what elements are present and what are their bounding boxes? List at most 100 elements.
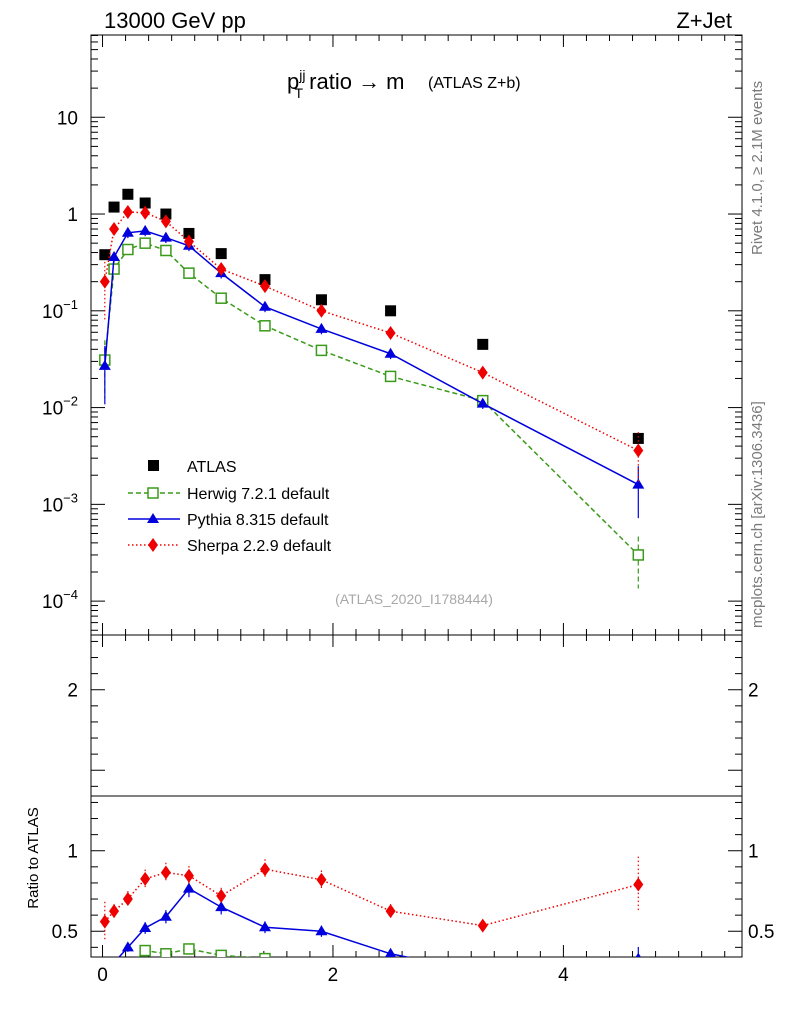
data-point-atlas <box>315 294 327 306</box>
ratio-point-herwig <box>215 949 227 957</box>
title-main: p <box>287 69 299 94</box>
ratio-point-sherpa <box>633 877 644 892</box>
series-line-herwig <box>104 242 639 556</box>
ratio-point-sherpa <box>109 904 120 919</box>
legend-marker-herwig <box>147 487 159 499</box>
legend-entry-herwig: Herwig 7.2.1 default <box>128 486 330 503</box>
title-sub: T <box>294 85 303 101</box>
ratio-point-sherpa <box>385 904 396 919</box>
data-point-sherpa <box>633 443 644 458</box>
series-line-pythia <box>104 230 639 486</box>
data-point-pythia <box>476 397 489 408</box>
ratio-point-herwig <box>123 963 133 973</box>
legend-entry-atlas: ATLAS <box>148 459 237 476</box>
legend-label-pythia: Pythia 8.315 default <box>187 512 329 529</box>
ratio-point-sherpa <box>183 868 194 883</box>
ratio-point-herwig <box>386 973 396 983</box>
data-point-sherpa <box>316 303 327 318</box>
ratio-y-axis-label: Ratio to ATLAS <box>25 807 42 908</box>
ratio-point-pythia <box>215 901 228 912</box>
ratio-y-tick-label-left: 2 <box>67 681 78 702</box>
ratio-panel-marks <box>99 856 644 1007</box>
data-point-sherpa <box>216 262 227 277</box>
data-point-sherpa <box>477 365 488 380</box>
ratio-point-herwig <box>633 997 643 1007</box>
ratio-point-pythia <box>159 910 172 921</box>
data-point-sherpa <box>160 214 171 229</box>
energy-label: 13000 GeV pp <box>104 8 246 33</box>
ratio-point-pythia <box>258 921 271 932</box>
data-point-sherpa <box>140 205 151 220</box>
ratio-point-herwig <box>109 970 119 980</box>
ratio-point-herwig <box>139 944 151 957</box>
main-y-tick-label: 10 <box>57 108 78 129</box>
data-point-atlas <box>139 197 151 209</box>
mcplots-label: mcplots.cern.ch [arXiv:1306.3436] <box>749 401 766 628</box>
data-point-atlas <box>477 338 489 350</box>
data-point-sherpa <box>259 279 270 294</box>
ratio-line-sherpa <box>104 868 639 927</box>
ratio-point-sherpa <box>316 872 327 887</box>
data-point-pythia <box>98 359 111 370</box>
ratio-point-pythia <box>385 947 397 957</box>
data-point-sherpa <box>122 204 133 219</box>
data-point-atlas <box>108 201 120 213</box>
ratio-point-pythia <box>139 922 152 933</box>
ratio-point-pythia <box>182 882 195 893</box>
main-y-tick-label: 1 <box>67 205 78 226</box>
data-point-sherpa <box>109 222 120 237</box>
title-sup: jj <box>298 67 305 83</box>
data-point-pythia <box>159 231 172 242</box>
title-rest: ratio → m <box>303 69 404 94</box>
rivet-version-label: Rivet 4.1.0, ≥ 2.1M events <box>749 81 766 255</box>
legend-label-atlas: ATLAS <box>187 459 237 476</box>
ratio-point-herwig <box>259 952 271 957</box>
ratio-point-pythia <box>315 925 328 936</box>
data-point-pythia <box>632 478 645 489</box>
data-point-sherpa <box>183 234 194 249</box>
legend-marker-atlas <box>148 460 159 471</box>
data-point-herwig <box>384 370 397 383</box>
process-label: Z+Jet <box>676 8 732 33</box>
ratio-y-tick-label-right: 1 <box>748 842 759 863</box>
x-tick-label: 2 <box>328 965 339 986</box>
main-y-tick-label: 10−4 <box>42 587 78 613</box>
data-point-atlas <box>385 305 397 317</box>
main-y-tick-label: 10−1 <box>42 297 78 323</box>
ratio-point-sherpa <box>477 918 488 933</box>
ratio-point-pythia <box>121 941 134 952</box>
ratio-point-herwig <box>478 965 488 975</box>
data-point-atlas <box>99 249 111 261</box>
x-tick-label: 0 <box>97 965 108 986</box>
ratio-point-sherpa <box>140 871 151 886</box>
data-point-herwig <box>259 320 271 332</box>
plot-title: pjj T ratio → m <box>287 67 405 101</box>
data-point-pythia <box>258 300 271 311</box>
data-point-atlas <box>632 432 644 444</box>
data-marks <box>98 188 645 1007</box>
main-y-tick-label: 10−2 <box>42 394 78 420</box>
ratio-y-tick-label-left: 0.5 <box>52 922 78 943</box>
ratio-point-sherpa <box>259 862 270 877</box>
main-y-tick-label: 10−3 <box>42 490 78 516</box>
legend-label-herwig: Herwig 7.2.1 default <box>187 486 330 503</box>
axis-ticks: 0 2 4 10 1 10−1 10−2 10−3 10−4 0.5 0.5 1 1 2 2 <box>42 34 774 986</box>
data-point-atlas <box>183 227 195 239</box>
data-point-sherpa <box>99 274 110 289</box>
data-point-pythia <box>139 224 152 235</box>
data-point-herwig <box>122 243 134 256</box>
data-point-sherpa <box>385 325 396 340</box>
legend-marker-sherpa <box>148 538 158 552</box>
data-point-atlas <box>215 248 227 260</box>
data-point-atlas <box>122 188 134 200</box>
ratio-point-pythia <box>113 956 115 957</box>
data-point-herwig <box>632 549 645 561</box>
ratio-point-pythia <box>477 966 489 976</box>
ratio-point-herwig <box>100 994 110 1004</box>
data-point-herwig <box>160 244 172 257</box>
ratio-y-tick-label-left: 1 <box>67 842 78 863</box>
ratio-point-herwig <box>160 948 172 957</box>
legend-label-sherpa: Sherpa 2.2.9 default <box>187 538 332 555</box>
data-point-pythia <box>384 347 397 358</box>
data-point-herwig <box>215 292 227 304</box>
